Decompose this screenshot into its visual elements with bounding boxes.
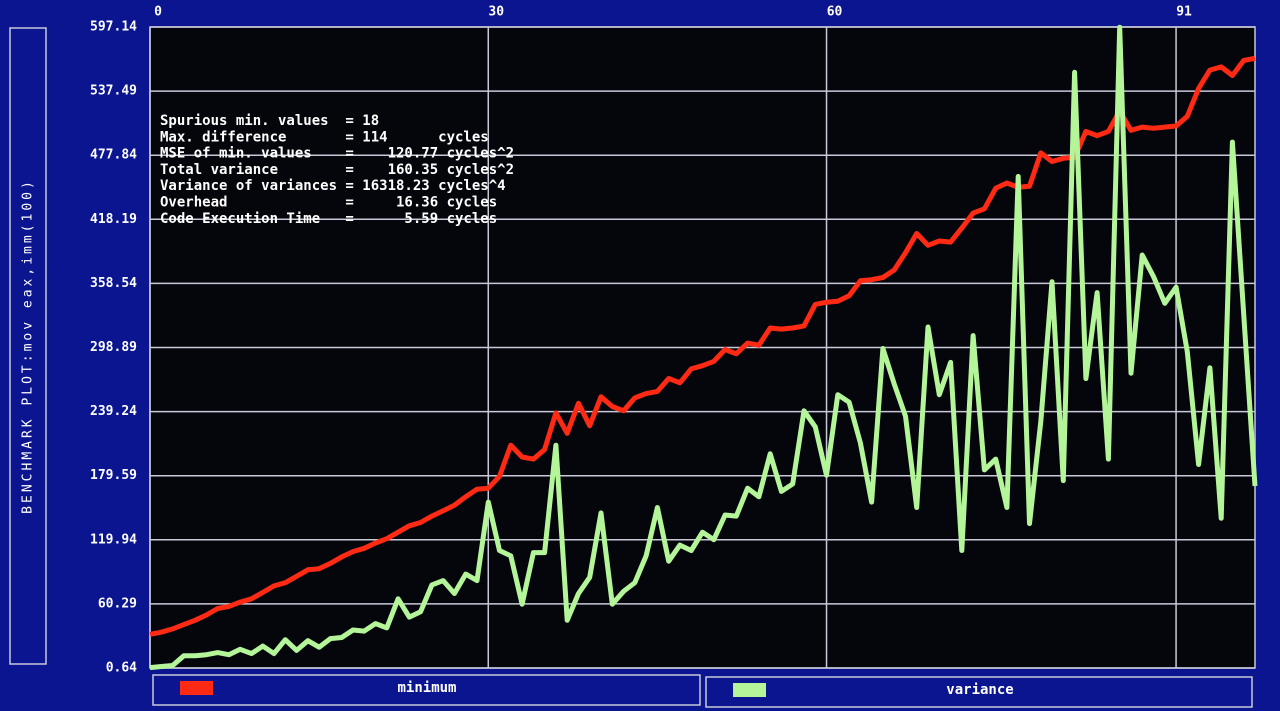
y-tick-label: 0.64 xyxy=(106,661,137,676)
legend-swatch xyxy=(733,683,766,697)
x-tick-label: 91 xyxy=(1176,5,1192,20)
y-tick-label: 358.54 xyxy=(90,276,137,291)
y-axis-label: BENCHMARK PLOT:mov eax,imm(100) xyxy=(21,178,36,514)
series-line xyxy=(149,24,1258,671)
y-tick-label: 60.29 xyxy=(98,596,137,611)
y-label-box xyxy=(9,27,47,665)
legend-box xyxy=(705,676,1253,708)
x-tick-label: 0 xyxy=(154,5,162,20)
annotation: Total variance = 160.35 cycles^2 xyxy=(160,162,514,178)
legend-swatch xyxy=(180,681,213,695)
y-tick-label: 239.24 xyxy=(90,404,137,419)
legend-box xyxy=(152,674,701,706)
y-tick-label: 179.59 xyxy=(90,468,137,483)
x-tick-label: 60 xyxy=(827,5,843,20)
y-tick-label: 477.84 xyxy=(90,148,137,163)
annotation: Variance of variances = 16318.23 cycles^… xyxy=(160,178,506,194)
y-tick-label: 119.94 xyxy=(90,532,137,547)
annotation: Overhead = 16.36 cycles xyxy=(160,195,497,211)
annotation: Code Execution Time = 5.59 cycles xyxy=(160,211,497,227)
annotation: Spurious min. values = 18 xyxy=(160,113,379,129)
legend-label: variance xyxy=(946,682,1013,698)
y-tick-label: 298.89 xyxy=(90,340,137,355)
y-tick-label: 537.49 xyxy=(90,84,137,99)
x-tick-label: 30 xyxy=(488,5,504,20)
y-tick-label: 597.14 xyxy=(90,20,137,35)
legend-label: minimum xyxy=(397,680,456,696)
annotation: MSE of min. values = 120.77 cycles^2 xyxy=(160,146,514,162)
y-tick-label: 418.19 xyxy=(90,212,137,227)
annotation: Max. difference = 114 cycles xyxy=(160,129,489,145)
